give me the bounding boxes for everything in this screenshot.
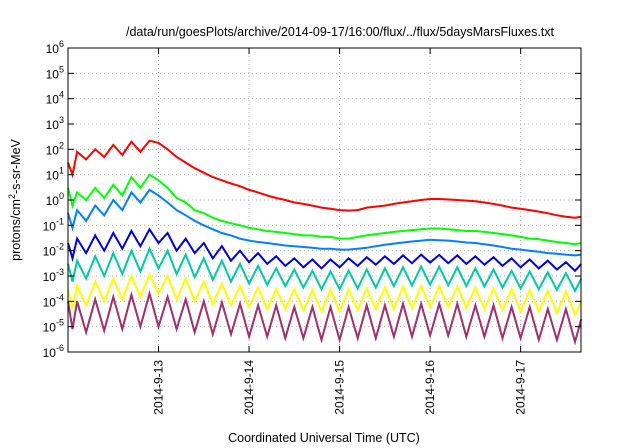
axes-layer: 10-6 10-5 10-4 10-3 10-2 10-1 100 101 102 103 104 1… (43, 39, 582, 415)
y-tick-label: 10-4 (43, 292, 64, 309)
y-axis-title-rest: -s-sr-MeV (9, 138, 23, 194)
y-tick-label: 10-6 (43, 343, 64, 360)
y-tick-label: 103 (46, 115, 64, 132)
y-tick-label: 10-3 (43, 267, 64, 284)
y-axis-title-main: protons/cm (9, 199, 23, 261)
x-tick-label: 2014-9-15 (333, 360, 347, 415)
chart-title: /data/run/goesPlots/archive/2014-09-17/1… (126, 25, 555, 39)
series-layer (67, 139, 583, 346)
x-axis-title: Coordinated Universal Time (UTC) (228, 431, 420, 445)
y-tick-label: 105 (46, 64, 64, 81)
series-line (67, 271, 583, 318)
x-tick-label: 2014-9-17 (514, 360, 528, 415)
y-tick-label: 100 (46, 191, 64, 208)
y-tick-label: 102 (46, 140, 64, 157)
series-line (67, 188, 582, 257)
x-tick-label: 2014-9-16 (423, 360, 437, 415)
y-tick-label: 104 (46, 90, 64, 107)
y-tick-label: 10-2 (43, 242, 64, 259)
series-line (67, 173, 582, 246)
series-line (67, 227, 583, 273)
y-tick-label: 101 (46, 166, 64, 183)
series-line (67, 289, 583, 346)
x-tick-label: 2014-9-13 (152, 360, 166, 415)
series-line (67, 139, 582, 219)
y-axis-title: protons/cm2-s-sr-MeV (7, 138, 23, 260)
x-tick-label: 2014-9-14 (242, 360, 256, 415)
y-tick-label: 106 (46, 39, 64, 56)
series-line (67, 246, 583, 293)
y-axis-title-sup: 2 (7, 194, 17, 199)
grid-layer (68, 48, 581, 352)
y-tick-label: 10-1 (43, 216, 64, 233)
plot-frame (67, 47, 582, 353)
y-tick-label: 10-5 (43, 318, 64, 335)
